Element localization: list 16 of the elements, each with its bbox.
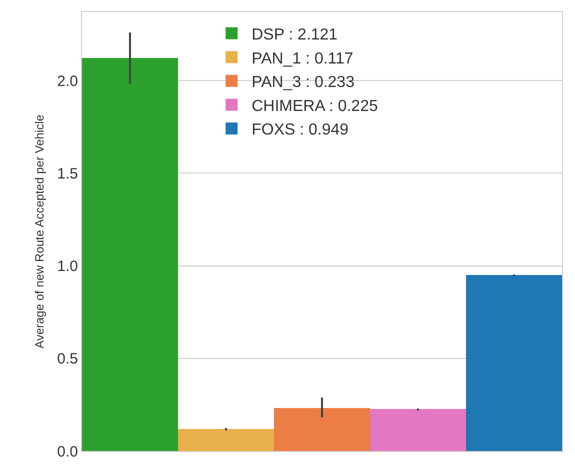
y-tick-label: 2.0 [57, 72, 78, 90]
y-tick-label: 0.5 [57, 350, 78, 368]
legend-label: CHIMERA : 0.225 [252, 98, 378, 115]
legend-label: PAN_3 : 0.233 [252, 74, 355, 92]
y-axis-title: Average of new Route Accepted per Vehicle [32, 114, 46, 348]
bar [178, 429, 274, 451]
bar [274, 408, 370, 451]
legend-label: PAN_1 : 0.117 [252, 50, 354, 68]
y-tick-label: 0.0 [57, 443, 78, 460]
legend-label: FOXS : 0.949 [252, 122, 349, 139]
bar [466, 275, 562, 451]
y-tick-label: 1.0 [57, 258, 78, 276]
y-tick-label: 1.5 [57, 165, 78, 182]
legend-label: DSP : 2.121 [252, 26, 338, 44]
bar [82, 58, 178, 451]
bar [370, 409, 466, 451]
